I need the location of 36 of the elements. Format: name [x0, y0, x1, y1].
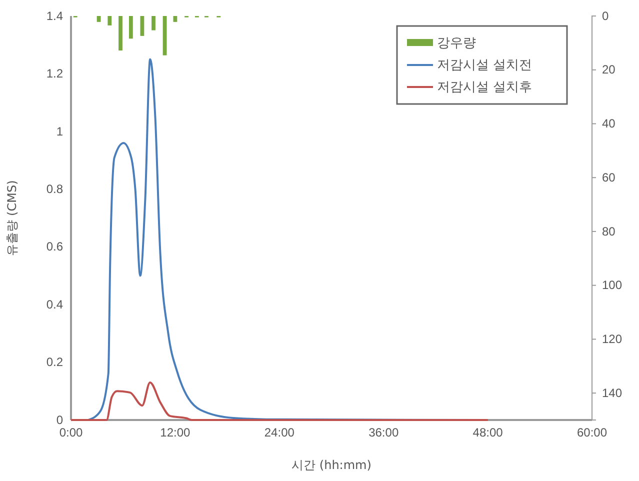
y-tick-label: 0.8 [46, 182, 64, 196]
x-tick-label: 60:00 [576, 426, 608, 440]
bar [96, 16, 101, 22]
y-tick-label: 1.2 [46, 66, 64, 81]
y2-tick-label: 100 [602, 278, 622, 292]
y2-tick-label: 40 [602, 116, 616, 131]
legend-label: 저감시설 설치후 [437, 80, 532, 95]
y2-tick-label: 20 [602, 62, 616, 77]
bar [128, 16, 133, 39]
y2-tick-label: 120 [602, 332, 622, 346]
x-tick-label: 24:00 [264, 426, 295, 440]
line-series [70, 381, 489, 421]
bar [118, 16, 122, 50]
x-tick-label: 48:00 [472, 426, 504, 440]
bar [108, 16, 112, 26]
x-tick-label: 0:00 [59, 426, 83, 440]
legend-label: 강우량 [437, 36, 476, 51]
y2-tick-label: 80 [602, 224, 616, 238]
y2-tick-label: 60 [602, 170, 616, 184]
x-axis-title: 시간 (hh:mm) [292, 458, 372, 472]
bar [140, 16, 144, 36]
y2-tick-label: 140 [602, 386, 622, 400]
y-tick-label: 0.2 [46, 355, 64, 370]
y-tick-label: 1.4 [46, 8, 64, 23]
y-axis-title: 유출량 (CMS) [5, 180, 19, 256]
y-tick-label: 0.6 [46, 240, 64, 254]
y-tick-label: 1 [56, 124, 64, 138]
y-tick-label: 0 [56, 412, 64, 427]
y-tick-label: 0.4 [46, 297, 64, 312]
legend-label: 저감시설 설치전 [437, 58, 532, 73]
y2-tick-label: 0 [602, 8, 609, 23]
x-tick-label: 36:00 [368, 426, 399, 440]
bar [173, 16, 178, 22]
bar [152, 16, 156, 30]
x-tick-label: 12:00 [160, 426, 191, 440]
bar [162, 16, 167, 56]
